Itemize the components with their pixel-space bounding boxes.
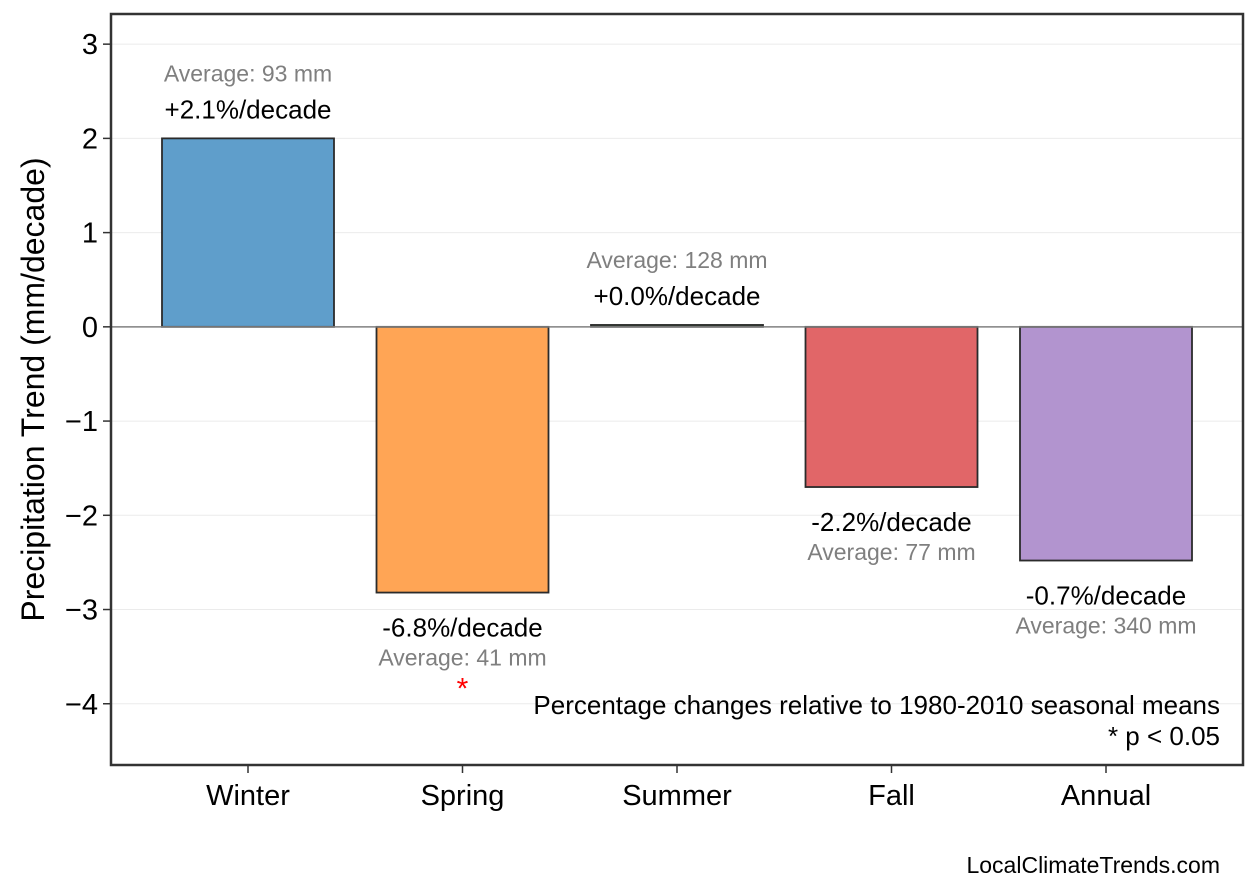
note-line-2: * p < 0.05 <box>1108 721 1220 751</box>
avg-label-spring: Average: 41 mm <box>378 645 546 671</box>
avg-label-fall: Average: 77 mm <box>807 539 975 565</box>
bar-winter <box>161 137 335 328</box>
y-tick-label-5: −2 <box>65 500 98 532</box>
y-tick-label-6: −3 <box>65 595 98 627</box>
note-line-1: Percentage changes relative to 1980-2010… <box>533 690 1220 720</box>
pct-label-fall: -2.2%/decade <box>811 507 971 537</box>
x-axis: Winter Spring Summer Fall Annual <box>206 765 1151 812</box>
y-tick-label-4: −1 <box>65 406 98 438</box>
x-tick-label-annual: Annual <box>1061 780 1151 812</box>
significance-marker-spring: * <box>457 673 469 706</box>
pct-label-spring: -6.8%/decade <box>382 613 542 643</box>
pct-label-summer: +0.0%/decade <box>594 281 761 311</box>
y-tick-label-0: 3 <box>82 29 98 61</box>
avg-label-annual: Average: 340 mm <box>1015 613 1196 639</box>
bars <box>161 137 1193 594</box>
x-tick-label-fall: Fall <box>868 780 915 812</box>
bar-annual <box>1019 325 1193 562</box>
x-tick-label-winter: Winter <box>206 780 290 812</box>
y-axis: 3 2 1 0 −1 −2 −3 −4 <box>65 29 111 721</box>
bar-fall <box>804 325 979 488</box>
y-tick-label-2: 1 <box>82 218 98 250</box>
bar-spring <box>375 325 550 594</box>
y-tick-label-1: 2 <box>82 123 98 155</box>
x-tick-label-spring: Spring <box>421 780 505 812</box>
y-tick-label-7: −4 <box>65 689 98 721</box>
pct-label-winter: +2.1%/decade <box>165 94 332 124</box>
avg-label-summer: Average: 128 mm <box>586 247 767 273</box>
avg-label-winter: Average: 93 mm <box>164 60 332 86</box>
y-tick-label-3: 0 <box>82 312 98 344</box>
footer-credit: LocalClimateTrends.com <box>966 852 1220 878</box>
pct-label-annual: -0.7%/decade <box>1026 581 1186 611</box>
x-tick-label-summer: Summer <box>622 780 732 812</box>
y-axis-title: Precipitation Trend (mm/decade) <box>15 157 51 621</box>
